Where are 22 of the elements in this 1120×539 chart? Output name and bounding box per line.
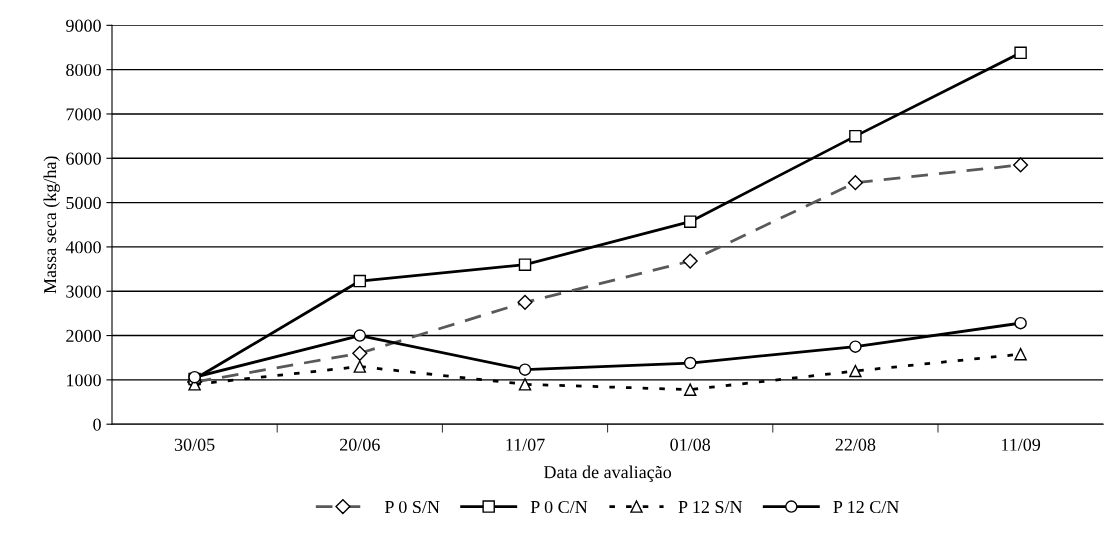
y-tick-label: 4000 (65, 241, 101, 254)
x-tick-label: 01/08 (670, 438, 711, 451)
y-tick-label: 6000 (66, 152, 101, 165)
y-tick-label: 9000 (66, 19, 101, 32)
legend-label: P 12 S/N (678, 500, 743, 514)
y-tick-label: 3000 (66, 285, 101, 298)
x-tick-label: 20/06 (340, 438, 380, 451)
y-tick-label: 0 (93, 418, 101, 431)
y-tick-label: 8000 (66, 63, 101, 77)
x-tick-label: 22/08 (835, 438, 876, 451)
y-tick-label: 2000 (66, 329, 101, 342)
y-tick-label: 1000 (67, 374, 101, 387)
y-tick-label: 5000 (66, 196, 101, 210)
x-axis-title: Data de avaliação (543, 465, 672, 482)
legend-label: P 0 S/N (384, 500, 440, 514)
x-tick-label: 11/09 (1001, 438, 1041, 451)
x-tick-label: 11/07 (506, 438, 545, 451)
legend-label: P 12 C/N (833, 500, 899, 514)
legend-label: P 0 C/N (530, 500, 588, 514)
y-tick-label: 7000 (66, 108, 101, 121)
y-axis-title: Massa seca (kg/ha) (43, 156, 60, 294)
x-tick-label: 30/05 (174, 438, 215, 451)
